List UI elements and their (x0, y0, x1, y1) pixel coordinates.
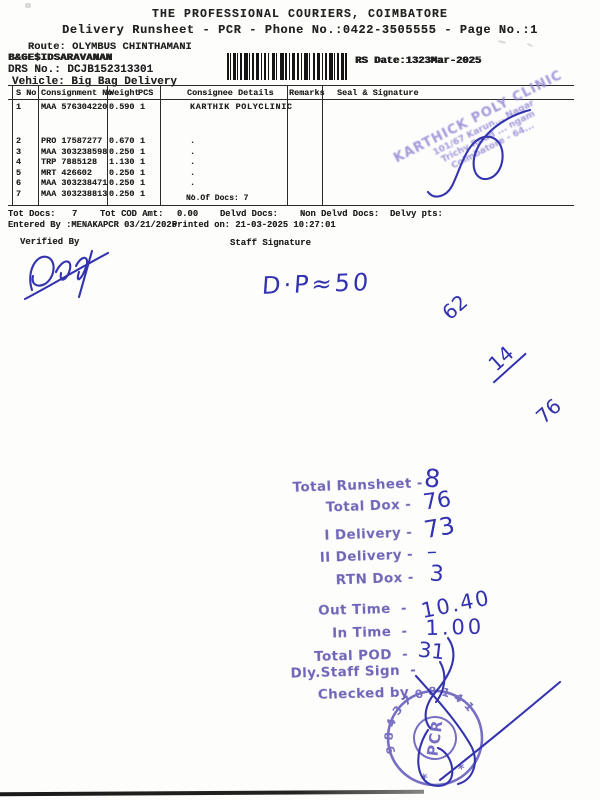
table-row-weight: 0.250 (109, 146, 135, 157)
table-row-weight: 0.250 (109, 178, 135, 188)
tot-docs-label: Tot Docs: (8, 209, 56, 219)
table-row-consignment: MAA 303238471 (41, 178, 108, 188)
handwritten-dp-note: D·P≈50 (261, 268, 373, 300)
staff-signature-label: Staff Signature (230, 238, 312, 248)
rs-date: RS Date:1323Mar-2025 (355, 55, 482, 67)
table-row-consignee: . (190, 146, 196, 157)
handwritten-sum: 62 14 76 (400, 250, 600, 469)
consignee-signature (426, 108, 532, 198)
col-header-remarks: Remarks (289, 88, 325, 98)
table-row-consignee: . (190, 157, 196, 167)
cod-value: 0.00 (177, 209, 199, 219)
table-row-consignee: . (190, 178, 196, 188)
table-row-sno: 3 (16, 146, 22, 157)
tot-docs-value: 7 (72, 209, 78, 219)
table-row-consignment: MAA 303238598 (41, 146, 108, 157)
sum-result: 76 (531, 393, 566, 429)
runsheet-subtitle: Delivery Runsheet - PCR - Phone No.:0422… (62, 23, 538, 37)
table-row-consignee: KARTHIK POLYCLINIC (190, 102, 293, 112)
table-row-consignee: . (190, 136, 196, 146)
col-header-pcs: PCS (138, 88, 154, 98)
stamp-star: * (457, 762, 467, 778)
scan-edge-line (0, 789, 425, 796)
table-row-sno: 1 (16, 102, 22, 112)
table-row-sno: 5 (16, 167, 22, 178)
scan-mark (497, 39, 507, 45)
no-of-docs: No.Of Docs: 7 (186, 194, 249, 203)
company-title: THE PROFESSIONAL COURIERS, COIMBATORE (151, 8, 449, 21)
sum-top: 62 (437, 289, 473, 325)
scan-smudge (25, 3, 31, 8)
cod-label: Tot COD Amt: (100, 209, 164, 219)
table-row-pcs: 1 (140, 157, 146, 167)
col-header-weight: Weight (109, 88, 140, 98)
table-row-pcs: 1 (140, 167, 146, 178)
route-line: Route: OLYMBUS CHINTHAMANI (28, 41, 192, 53)
table-row-pcs: 1 (140, 146, 146, 157)
table-row-pcs: 1 (140, 136, 146, 146)
staff-signature-scribble (414, 636, 562, 788)
table-row-sno: 7 (16, 188, 22, 199)
col-header-seal: Seal & Signature (337, 88, 419, 98)
table-row-pcs: 1 (140, 102, 146, 112)
table-row-weight: 0.250 (109, 188, 135, 199)
delvd-docs-label: Delvd Docs: (220, 209, 279, 219)
col-header-consignment: Consignment No (41, 88, 113, 98)
table-row-consignment: TRP 7885128 (41, 157, 98, 167)
stamp-label-total-dox: Total Dox - (325, 496, 412, 516)
hand-value-i-delivery: 73 (421, 511, 457, 545)
col-header-sno: S No (16, 88, 37, 98)
scan-mark (526, 42, 534, 48)
consignment-table: S No Consignment No Weight PCS Consignee… (8, 85, 574, 206)
table-row-consignee: . (190, 167, 196, 178)
table-row-consignment: MAA 303238813 (41, 188, 108, 199)
col-header-consignee: Consignee Details (187, 88, 274, 98)
table-row-pcs: 1 (140, 178, 146, 188)
printed-on-line: Printed on: 21-03-2025 10:27:01 (172, 220, 336, 230)
table-row-sno: 2 (16, 136, 22, 146)
verified-by-label: Verified By (20, 237, 80, 247)
table-row-weight: 0.250 (109, 167, 135, 178)
table-row-consignee: . (190, 188, 196, 199)
summary-stamp-list: Total Runsheet - 8 Total Dox - 76 I Deli… (292, 463, 457, 590)
entered-by-line: Entered By :MENAKAPCR 03/21/2025 (8, 220, 177, 230)
hand-value-rtn-dox: 3 (428, 561, 445, 588)
table-row-consignment: MRT 426602 (41, 167, 93, 178)
table-row-weight: 0.670 (109, 136, 135, 146)
stamp-label-rtn-dox: RTN Dox - (335, 569, 415, 589)
drs-number: DRS No.: DCJB152313301 (8, 64, 154, 76)
table-row-consignment: MAA 576304220 (41, 102, 108, 112)
table-row-weight: 0.590 (109, 102, 135, 112)
table-row-sno: 4 (16, 157, 22, 167)
barcode (227, 53, 347, 80)
verified-by-signature (23, 249, 110, 301)
delvy-pts-label: Delvy pts: (390, 209, 443, 219)
stamp-label-out-time: Out Time - (318, 600, 408, 619)
table-row-consignment: PRO 17587277 (41, 136, 103, 146)
table-row-weight: 1.130 (109, 157, 135, 167)
sum-mid: 14 (477, 335, 527, 384)
table-row-pcs: 1 (140, 188, 146, 199)
non-delvd-docs-label: Non Delvd Docs: (300, 209, 380, 219)
badge-overprint: B&GE$IDSARAVANAN (8, 52, 113, 64)
table-row-sno: 6 (16, 178, 22, 188)
